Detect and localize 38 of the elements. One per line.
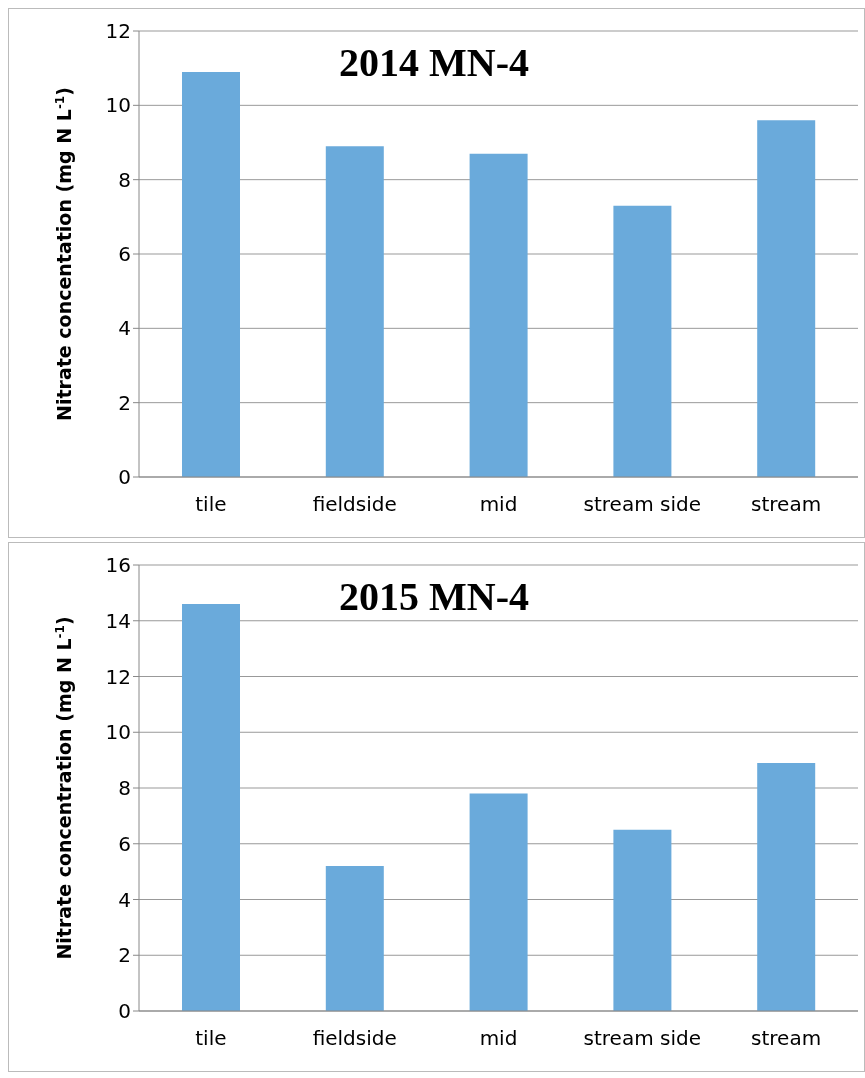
- x-tick-label: mid: [479, 492, 518, 517]
- x-tick-label: stream side: [583, 492, 702, 517]
- bar: [325, 146, 384, 477]
- y-tick-label: 6: [118, 242, 131, 267]
- bar: [469, 793, 528, 1011]
- y-tick-label: 8: [118, 167, 131, 192]
- y-tick-label: 8: [118, 776, 131, 801]
- x-tick-label: stream: [751, 1026, 822, 1051]
- chart-title: 2014 MN-4: [339, 39, 529, 86]
- bar: [613, 829, 672, 1011]
- y-tick-label: 12: [105, 19, 131, 44]
- x-tick-label: fieldside: [312, 492, 397, 517]
- y-tick-label: 0: [118, 465, 131, 490]
- y-tick-label: 0: [118, 999, 131, 1024]
- y-tick-label: 10: [105, 720, 131, 745]
- bar: [325, 866, 384, 1011]
- x-tick-label: tile: [195, 492, 227, 517]
- y-tick-label: 6: [118, 831, 131, 856]
- x-tick-label: mid: [479, 1026, 518, 1051]
- x-tick-label: stream side: [583, 1026, 702, 1051]
- bar: [757, 120, 816, 477]
- y-tick-label: 16: [105, 553, 131, 578]
- y-tick-label: 4: [118, 887, 131, 912]
- bar: [182, 71, 240, 477]
- bar: [182, 604, 240, 1011]
- y-tick-label: 12: [105, 664, 131, 689]
- x-tick-label: fieldside: [312, 1026, 397, 1051]
- x-tick-label: stream: [751, 492, 822, 517]
- y-tick-label: 10: [105, 93, 131, 118]
- x-tick-label: tile: [195, 1026, 227, 1051]
- y-tick-label: 2: [118, 390, 131, 415]
- y-tick-label: 2: [118, 943, 131, 968]
- y-tick-label: 4: [118, 316, 131, 341]
- bar: [613, 205, 672, 477]
- chart-title: 2015 MN-4: [339, 573, 529, 620]
- bar: [469, 153, 528, 477]
- bar: [757, 762, 816, 1011]
- y-tick-label: 14: [105, 608, 131, 633]
